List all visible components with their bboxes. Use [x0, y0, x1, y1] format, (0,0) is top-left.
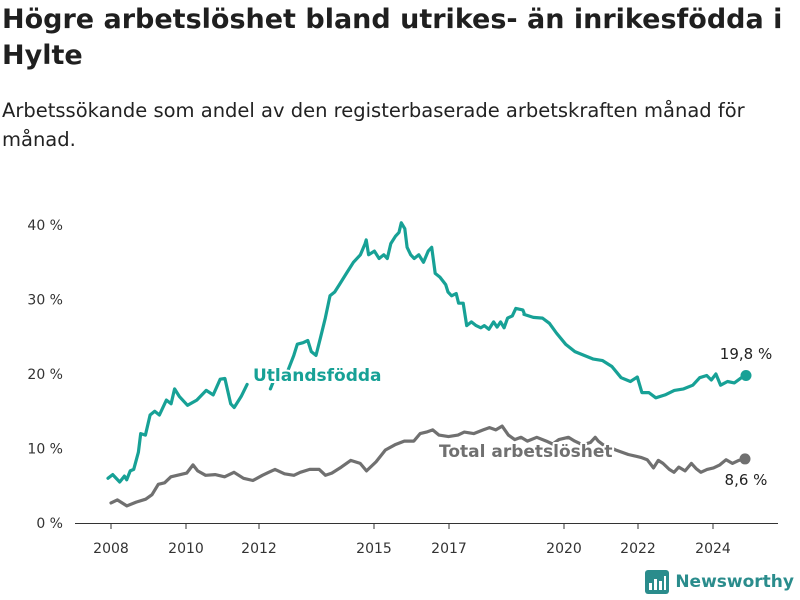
foreign-born-end-value: 19,8 % [720, 345, 772, 363]
foreign-born-end-point [740, 369, 752, 381]
foreign-born-series-label: Utlandsfödda [253, 366, 382, 386]
foreign-born-line [286, 221, 526, 372]
x-tick-label: 2024 [695, 541, 731, 557]
x-tick-label: 2020 [546, 541, 582, 557]
newsworthy-brand: Newsworthy [645, 570, 794, 594]
y-tick-label: 40 % [27, 218, 63, 234]
total-end-value: 8,6 % [725, 471, 768, 489]
x-tick-label: 2010 [168, 541, 204, 557]
x-tick-label: 2017 [431, 541, 467, 557]
chart-title: Högre arbetslöshet bland utrikes- än inr… [2, 4, 783, 71]
x-tick-label: 2008 [93, 541, 129, 557]
label-halo: Utlandsfödda [253, 366, 382, 386]
x-tick-label: 2015 [356, 541, 392, 557]
series-foreign-born [106, 221, 752, 484]
total-unemployment-line [109, 424, 747, 508]
chart-subtitle: Arbetssökande som andel av den registerb… [2, 99, 745, 151]
x-tick-label: 2022 [620, 541, 656, 557]
foreign-born-line [106, 376, 249, 484]
bar-chart-logo-icon [645, 570, 670, 594]
foreign-born-line [522, 312, 748, 400]
label-halo: Total arbetslöshet [439, 442, 613, 462]
y-tick-label: 20 % [27, 367, 63, 383]
y-axis: 0 % 10 % 20 % 30 % 40 % [27, 218, 63, 532]
series-total-unemployment [109, 424, 751, 508]
x-tick-label: 2012 [241, 541, 277, 557]
total-end-point [739, 453, 751, 465]
y-tick-label: 30 % [27, 293, 63, 309]
total-series-label: Total arbetslöshet [439, 442, 613, 462]
brand-name: Newsworthy [675, 572, 794, 592]
foreign-born-line [268, 381, 275, 391]
x-axis: 2008 2010 2012 2015 2017 2020 2022 2024 [75, 523, 778, 557]
y-tick-label: 0 % [36, 516, 63, 532]
y-tick-label: 10 % [27, 442, 63, 458]
